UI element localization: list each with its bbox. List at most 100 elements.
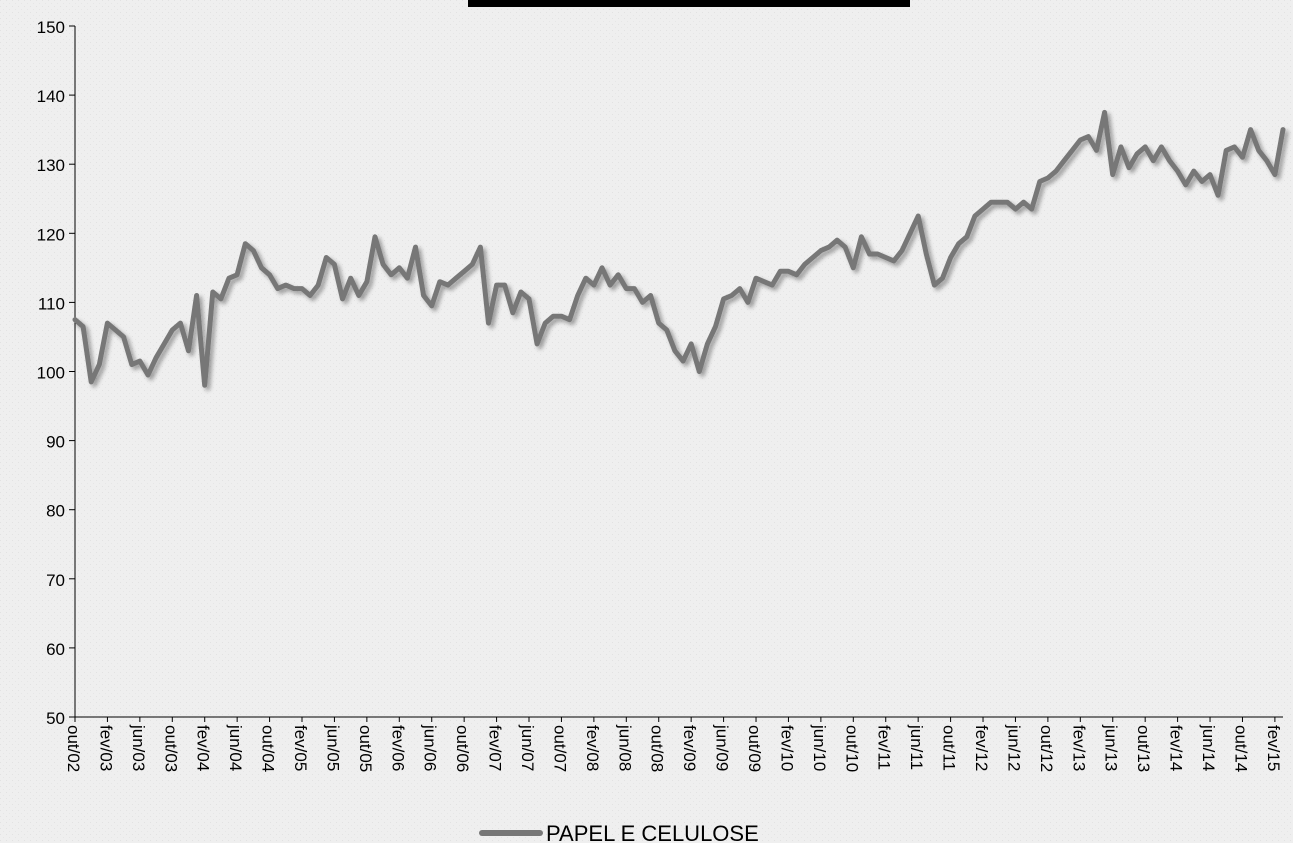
data-point	[868, 253, 871, 256]
x-tick-label: fev/03	[96, 725, 115, 771]
x-tick-label: out/11	[940, 725, 959, 771]
data-point	[1168, 159, 1171, 162]
data-point	[357, 294, 360, 297]
x-tick-label: out/07	[550, 725, 569, 772]
series-layer	[72, 109, 1286, 388]
data-point	[649, 294, 652, 297]
data-point	[244, 242, 247, 245]
y-tick-label: 140	[37, 87, 65, 106]
y-tick-label: 80	[46, 502, 65, 521]
legend-label: PAPEL E CELULOSE	[546, 821, 759, 843]
data-point	[592, 284, 595, 287]
data-point	[917, 215, 920, 218]
data-point	[187, 349, 190, 352]
x-tick-label: jun/03	[129, 724, 148, 771]
data-point	[560, 315, 563, 318]
data-point	[398, 266, 401, 269]
data-point	[1006, 201, 1009, 204]
data-point	[1152, 159, 1155, 162]
data-point	[1209, 173, 1212, 176]
x-tick-label: fev/06	[388, 725, 407, 771]
data-point	[949, 256, 952, 259]
data-point	[1184, 183, 1187, 186]
data-point	[163, 342, 166, 345]
data-point	[252, 249, 255, 252]
data-point	[511, 311, 514, 314]
data-point	[309, 294, 312, 297]
x-tick-label: out/10	[842, 725, 861, 772]
data-point	[382, 263, 385, 266]
x-tick-label: out/04	[259, 725, 278, 772]
data-point	[990, 201, 993, 204]
data-point	[1095, 149, 1098, 152]
y-tick-label: 120	[37, 225, 65, 244]
data-point	[438, 280, 441, 283]
data-point	[698, 370, 701, 373]
data-point	[1241, 156, 1244, 159]
data-point	[576, 294, 579, 297]
data-point	[333, 263, 336, 266]
series-line-papel-e-celulose	[72, 109, 1286, 388]
data-point	[706, 342, 709, 345]
data-point	[617, 273, 620, 276]
data-point	[1046, 177, 1049, 180]
data-point	[479, 246, 482, 249]
data-point	[130, 363, 133, 366]
x-tick-label: fev/07	[486, 725, 505, 771]
data-point	[609, 284, 612, 287]
data-point	[301, 287, 304, 290]
data-point	[228, 277, 231, 280]
data-point	[495, 284, 498, 287]
x-tick-label: out/05	[356, 725, 375, 772]
data-point	[349, 277, 352, 280]
x-tick-label: out/08	[648, 725, 667, 772]
data-point	[82, 325, 85, 328]
data-point	[1128, 166, 1131, 169]
data-point	[390, 273, 393, 276]
data-point	[147, 374, 150, 377]
data-point	[828, 246, 831, 249]
x-tick-label: fev/13	[1069, 725, 1088, 771]
data-point	[219, 297, 222, 300]
data-point	[876, 253, 879, 256]
data-point	[803, 263, 806, 266]
y-tick-label: 100	[37, 364, 65, 383]
data-point	[811, 256, 814, 259]
data-point	[365, 280, 368, 283]
data-point	[852, 266, 855, 269]
data-point	[568, 318, 571, 321]
data-point	[552, 315, 555, 318]
data-point	[1200, 180, 1203, 183]
data-point	[455, 277, 458, 280]
data-point	[836, 239, 839, 242]
data-point	[1273, 173, 1276, 176]
data-point	[106, 322, 109, 325]
x-tick-label: out/14	[1231, 725, 1250, 772]
data-point	[1087, 135, 1090, 138]
data-point	[1071, 149, 1074, 152]
data-point	[325, 256, 328, 259]
data-point	[430, 304, 433, 307]
data-point	[179, 322, 182, 325]
data-point	[755, 277, 758, 280]
data-point	[909, 232, 912, 235]
data-point	[1030, 208, 1033, 211]
data-point	[625, 287, 628, 290]
data-point	[1257, 149, 1260, 152]
legend: PAPEL E CELULOSE	[479, 821, 759, 843]
data-point	[730, 294, 733, 297]
data-point	[1119, 145, 1122, 148]
data-point	[1144, 145, 1147, 148]
data-point	[114, 329, 117, 332]
data-point	[487, 322, 490, 325]
x-tick-label: jun/14	[1199, 724, 1218, 771]
data-point	[633, 287, 636, 290]
data-point	[657, 322, 660, 325]
x-tick-label: fev/14	[1167, 725, 1186, 771]
data-point	[528, 297, 531, 300]
x-tick-label: fev/11	[875, 725, 894, 770]
data-point	[1014, 208, 1017, 211]
data-point	[965, 235, 968, 238]
data-point	[90, 380, 93, 383]
data-point	[982, 208, 985, 211]
